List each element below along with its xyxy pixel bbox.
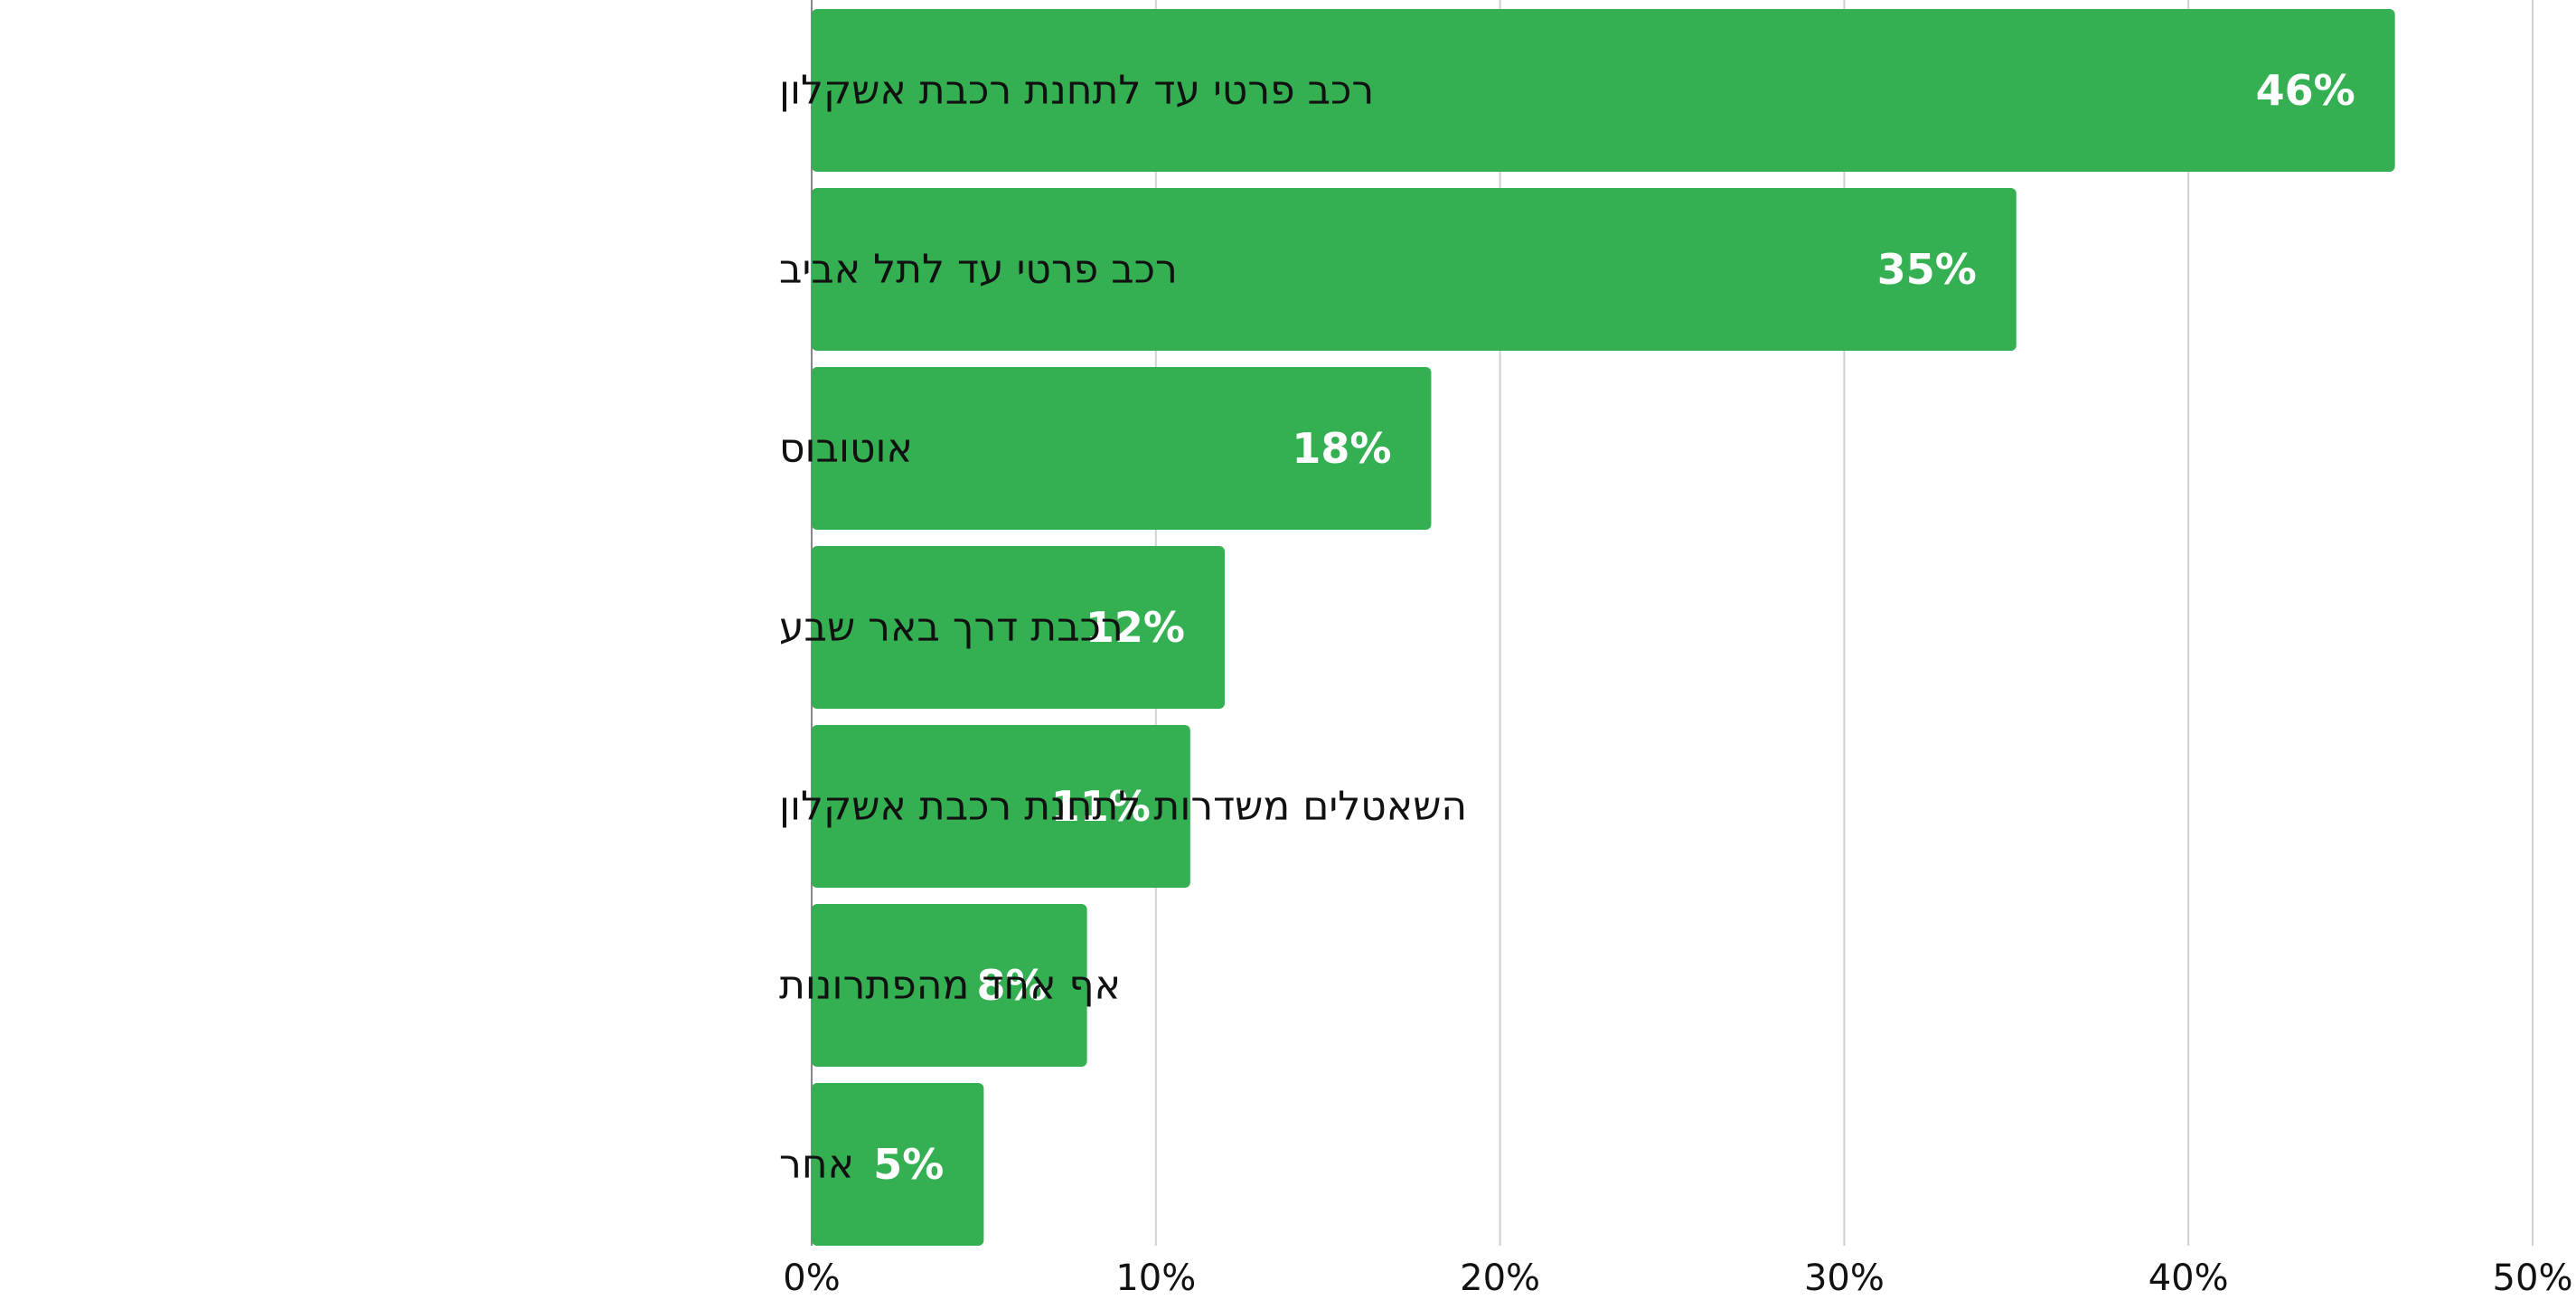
x-axis-tick-layer: 0% 10% 20% 30% 40% 50%: [783, 1257, 2572, 1299]
bar: [812, 904, 1087, 1067]
category-label: אוטובוס: [779, 426, 913, 472]
category-label: רכב פרטי עד לתחנת רכבת אשקלון: [779, 68, 1374, 114]
bar: [812, 1083, 984, 1246]
x-tick-label: 20%: [1460, 1257, 1540, 1299]
category-label-layer: רכב פרטי עד לתחנת רכבת אשקלון רכב פרטי עד…: [779, 68, 1467, 1188]
bar-value-label: 35%: [1877, 245, 1977, 294]
bar-value-label: 5%: [873, 1140, 944, 1189]
category-label: אף אחד מהפתרונות: [779, 963, 1121, 1009]
bar-value-label: 46%: [2256, 66, 2355, 115]
x-tick-label: 0%: [783, 1257, 840, 1299]
x-tick-label: 10%: [1115, 1257, 1196, 1299]
bar-value-label: 12%: [1086, 603, 1185, 652]
bar: [812, 9, 2395, 172]
bar: [812, 188, 2017, 351]
bar: [812, 546, 1225, 709]
bar-value-label: 18%: [1292, 424, 1391, 473]
category-label: השאטלים משדרות לתחנת רכבת אשקלון: [779, 784, 1467, 830]
category-label: רכבת דרך באר שבע: [779, 605, 1123, 651]
bar: [812, 725, 1190, 888]
category-label: אחר: [779, 1142, 854, 1188]
bar: [812, 367, 1432, 530]
x-tick-label: 50%: [2493, 1257, 2573, 1299]
x-tick-label: 40%: [2148, 1257, 2229, 1299]
bar-value-label: 8%: [977, 961, 1048, 1010]
x-tick-label: 30%: [1804, 1257, 1885, 1299]
bar-value-label: 11%: [1051, 782, 1151, 831]
bar-layer: 46% 35% 18% 12% 11% 8% 5%: [812, 9, 2395, 1246]
category-label: רכב פרטי עד לתל אביב: [779, 247, 1178, 293]
